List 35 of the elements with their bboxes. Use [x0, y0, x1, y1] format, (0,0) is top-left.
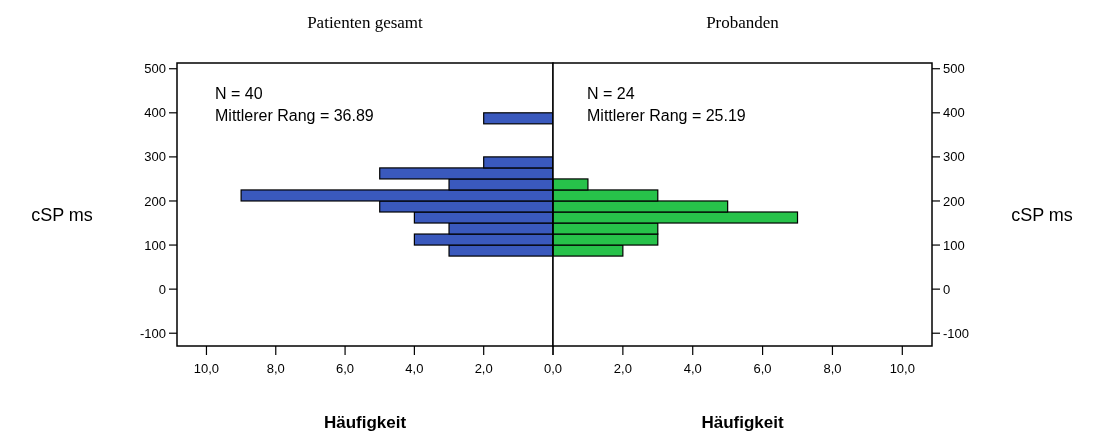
x-tick-label: 6,0: [336, 361, 355, 376]
y-tick-label: 200: [144, 193, 166, 209]
x-tick-label: 8,0: [266, 361, 285, 376]
y-tick-label: 400: [144, 105, 166, 121]
y-tick-label: -100: [943, 325, 970, 341]
x-tick-label: 10,0: [889, 361, 915, 376]
x-tick-label: 4,0: [683, 361, 702, 376]
y-tick-label: 100: [943, 237, 965, 253]
y-tick-label: -100: [139, 325, 166, 341]
x-tick-label: 8,0: [823, 361, 842, 376]
x-axis-title: Häufigkeit: [701, 413, 784, 432]
y-axis-title: cSP ms: [31, 205, 93, 225]
annotation: Mittlerer Rang = 25.19: [587, 107, 746, 124]
y-axis-title: cSP ms: [1011, 205, 1073, 225]
y-tick-label: 0: [943, 281, 951, 297]
x-axis-title: Häufigkeit: [323, 413, 407, 432]
x-tick-label: 6,0: [753, 361, 772, 376]
chart-title: Probanden: [706, 13, 780, 32]
x-tick-label: 4,0: [405, 361, 424, 376]
chart-title: Patienten gesamt: [307, 13, 424, 32]
y-tick-label: 500: [144, 61, 166, 77]
x-tick-label: 0,0: [543, 361, 563, 376]
x-tick-label: 10,0: [193, 361, 220, 376]
annotation: N = 24: [587, 85, 635, 102]
y-tick-label: 200: [943, 193, 965, 209]
annotation: Mittlerer Rang = 36.89: [215, 107, 374, 124]
annotation: N = 40: [215, 85, 263, 102]
y-tick-label: 300: [943, 149, 965, 165]
y-tick-label: 400: [943, 105, 965, 121]
y-tick-label: 0: [158, 281, 166, 297]
y-tick-label: 300: [144, 149, 166, 165]
x-tick-label: 2,0: [613, 361, 632, 376]
y-tick-label: 100: [144, 237, 166, 253]
y-tick-label: 500: [943, 61, 965, 77]
x-tick-label: 2,0: [474, 361, 493, 376]
